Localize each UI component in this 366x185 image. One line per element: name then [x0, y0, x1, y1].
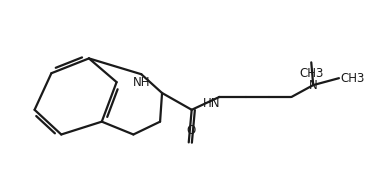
Text: NH: NH	[132, 76, 150, 89]
Text: N: N	[309, 79, 318, 92]
Text: CH3: CH3	[299, 67, 324, 80]
Text: HN: HN	[203, 97, 220, 110]
Text: O: O	[186, 124, 195, 137]
Text: CH3: CH3	[341, 72, 365, 85]
